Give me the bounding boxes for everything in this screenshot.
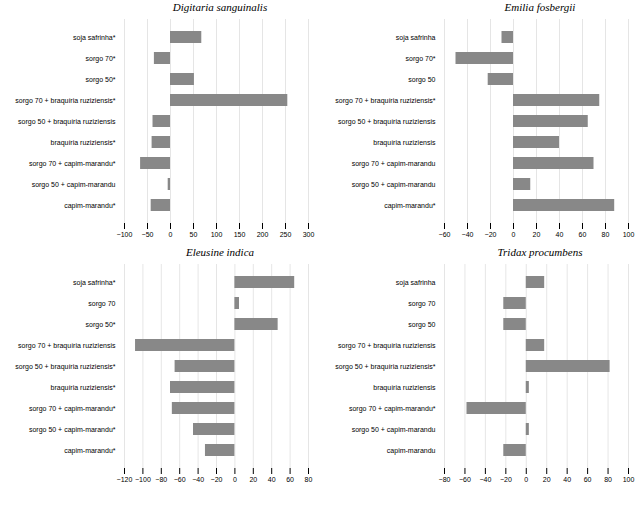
svg-text:soja safrinha*: soja safrinha*	[73, 34, 116, 42]
svg-text:sorgo 70 + braquíria ruziziens: sorgo 70 + braquíria ruziziensis	[338, 342, 436, 350]
svg-text:20: 20	[543, 476, 551, 483]
svg-text:80: 80	[305, 476, 313, 483]
svg-text:80: 80	[604, 476, 612, 483]
svg-text:sorgo 70*: sorgo 70*	[86, 55, 116, 63]
svg-text:250: 250	[280, 231, 292, 238]
svg-text:braquíria ruziziensis*: braquíria ruziziensis*	[51, 384, 116, 392]
svg-text:sorgo 70: sorgo 70	[408, 300, 435, 308]
svg-text:capim-marandu*: capim-marandu*	[64, 447, 116, 455]
svg-text:−80: −80	[439, 476, 451, 483]
svg-text:sorgo 70: sorgo 70	[88, 300, 115, 308]
html-text:Tridax procumbens: Tridax procumbens	[497, 246, 583, 258]
svg-text:0: 0	[169, 231, 173, 238]
svg-text:−20: −20	[500, 476, 512, 483]
svg-text:−40: −40	[462, 231, 474, 238]
svg-text:0: 0	[233, 476, 237, 483]
svg-text:20: 20	[249, 476, 257, 483]
svg-text:sorgo 70 + braquíria ruziziens: sorgo 70 + braquíria ruziziensis	[18, 342, 116, 350]
svg-text:sorgo 70 + capim-marandu: sorgo 70 + capim-marandu	[352, 160, 436, 168]
svg-text:80: 80	[602, 231, 610, 238]
svg-text:−100: −100	[135, 476, 151, 483]
svg-text:100: 100	[623, 231, 635, 238]
svg-text:200: 200	[257, 231, 269, 238]
svg-text:0: 0	[524, 476, 528, 483]
svg-text:100: 100	[211, 231, 223, 238]
svg-text:sorgo 50 + braquíria ruziziens: sorgo 50 + braquíria ruziziensis	[18, 118, 116, 126]
svg-text:−60: −60	[174, 476, 186, 483]
svg-text:40: 40	[268, 476, 276, 483]
svg-text:sorgo 50: sorgo 50	[408, 321, 435, 329]
svg-text:−120: −120	[117, 476, 133, 483]
svg-text:sorgo 50 + capim-marandu: sorgo 50 + capim-marandu	[32, 181, 116, 189]
svg-text:sorgo 50 + capim-marandu*: sorgo 50 + capim-marandu*	[29, 426, 116, 434]
svg-text:sorgo 50 + braquíria ruziziens: sorgo 50 + braquíria ruziziensis	[338, 118, 436, 126]
svg-text:capim-marandu*: capim-marandu*	[384, 202, 436, 210]
svg-text:40: 40	[556, 231, 564, 238]
svg-text:60: 60	[286, 476, 294, 483]
svg-text:capim-marandu*: capim-marandu*	[64, 202, 116, 210]
svg-text:sorgo 50*: sorgo 50*	[86, 321, 116, 329]
svg-text:sorgo 50 + braquíria ruziziens: sorgo 50 + braquíria ruziziensis*	[335, 363, 435, 371]
svg-text:−40: −40	[192, 476, 204, 483]
svg-text:sorgo 70 + capim-marandu*: sorgo 70 + capim-marandu*	[29, 160, 116, 168]
svg-text:−20: −20	[485, 231, 497, 238]
svg-text:sorgo 70 + capim-marandu*: sorgo 70 + capim-marandu*	[349, 405, 436, 413]
svg-text:capim-marandu: capim-marandu	[387, 447, 436, 455]
svg-text:sorgo 50: sorgo 50	[408, 76, 435, 84]
svg-text:150: 150	[234, 231, 246, 238]
svg-text:300: 300	[303, 231, 315, 238]
svg-text:−40: −40	[479, 476, 491, 483]
svg-text:sorgo 50 + braquíria ruziziens: sorgo 50 + braquíria ruziziensis*	[15, 363, 115, 371]
html-text:Digitaria sanguinalis: Digitaria sanguinalis	[172, 1, 268, 13]
svg-text:20: 20	[533, 231, 541, 238]
svg-text:braquíria ruziziensis*: braquíria ruziziensis*	[51, 139, 116, 147]
svg-text:braquíria ruziziensis: braquíria ruziziensis	[373, 384, 436, 392]
svg-text:sorgo 70 + capim-marandu*: sorgo 70 + capim-marandu*	[29, 405, 116, 413]
svg-text:sorgo 70 + braquíria ruziziens: sorgo 70 + braquíria ruziziensis*	[15, 97, 115, 105]
svg-text:50: 50	[190, 231, 198, 238]
svg-text:sorgo 50 + capim-marandu: sorgo 50 + capim-marandu	[352, 181, 436, 189]
svg-text:−50: −50	[142, 231, 154, 238]
svg-text:braquíria ruziziensis: braquíria ruziziensis	[373, 139, 436, 147]
svg-text:soja safrinha: soja safrinha	[396, 34, 436, 42]
svg-text:0: 0	[512, 231, 516, 238]
html-text:Emilia fosbergii: Emilia fosbergii	[504, 1, 576, 13]
svg-text:soja safrinha: soja safrinha	[396, 279, 436, 287]
svg-text:100: 100	[623, 476, 635, 483]
svg-text:sorgo 70*: sorgo 70*	[406, 55, 436, 63]
svg-text:−80: −80	[155, 476, 167, 483]
svg-text:sorgo 50 + capim-marandu: sorgo 50 + capim-marandu	[352, 426, 436, 434]
svg-text:40: 40	[563, 476, 571, 483]
svg-text:−60: −60	[459, 476, 471, 483]
svg-text:−100: −100	[117, 231, 133, 238]
svg-text:−20: −20	[211, 476, 223, 483]
svg-text:sorgo 70 + braquíria ruziziens: sorgo 70 + braquíria ruziziensis*	[335, 97, 435, 105]
svg-text:sorgo 50*: sorgo 50*	[86, 76, 116, 84]
html-text:Eleusine indica: Eleusine indica	[185, 246, 255, 258]
svg-text:60: 60	[584, 476, 592, 483]
svg-text:−60: −60	[439, 231, 451, 238]
svg-text:60: 60	[579, 231, 587, 238]
svg-text:soja safrinha*: soja safrinha*	[73, 279, 116, 287]
